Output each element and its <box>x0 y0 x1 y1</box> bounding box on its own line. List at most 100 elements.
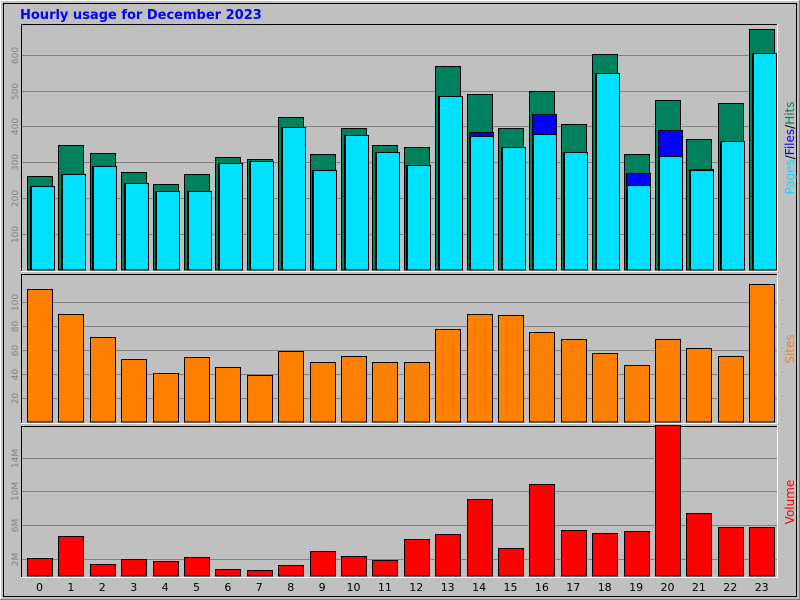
chart-panels: 100200300400500600Pages/Files/Hits204060… <box>11 24 797 578</box>
sites-bar-hour-0 <box>27 289 53 423</box>
volume-bar-hour-14 <box>467 499 493 577</box>
sites-bar-hour-3 <box>121 359 147 423</box>
side-label-sites: Sites <box>783 334 797 363</box>
volume-bar-hour-20 <box>655 425 681 577</box>
volume-bar-hour-13 <box>435 534 461 577</box>
x-tick-label: 19 <box>629 581 643 594</box>
pages-bar-hour-2 <box>93 166 117 271</box>
pages-bar-hour-22 <box>721 141 745 271</box>
y-tick-label: 10M <box>11 482 21 501</box>
side-label-pages-files-hits: Pages/Files/Hits <box>783 101 797 194</box>
y-tick-label: 300 <box>11 154 21 171</box>
panel-area <box>21 426 778 578</box>
volume-bar-hour-17 <box>561 530 587 577</box>
sites-bar-hour-22 <box>718 356 744 423</box>
side-label-part-volume: Volume <box>783 480 797 525</box>
sites-bar-hour-19 <box>624 365 650 423</box>
volume-bar-hour-12 <box>404 539 430 577</box>
sites-bar-hour-11 <box>372 362 398 423</box>
y-tick-label: 400 <box>11 118 21 135</box>
volume-bar-hour-7 <box>247 570 273 577</box>
side-label-part-sep: / <box>783 124 797 129</box>
sites-bar-hour-4 <box>153 373 179 423</box>
panel-sites: 20 40 60 80 100 Sites <box>11 274 797 424</box>
volume-bar-hour-23 <box>749 527 775 577</box>
pages-bar-hour-3 <box>125 183 149 271</box>
side-label-part-files: Files <box>783 129 797 155</box>
sites-bar-hour-18 <box>592 353 618 423</box>
sites-bar-hour-9 <box>310 362 336 423</box>
x-tick-label: 0 <box>36 581 43 594</box>
pages-bar-hour-13 <box>439 96 463 271</box>
sites-bar-hour-6 <box>215 367 241 423</box>
sites-bar-hour-12 <box>404 362 430 423</box>
x-tick-label: 23 <box>755 581 769 594</box>
x-tick-label: 20 <box>661 581 675 594</box>
panel-volume: 2M 6M 10M 14M Volume <box>11 425 797 578</box>
x-tick-label: 21 <box>692 581 706 594</box>
side-label-part-sites: Sites <box>783 334 797 363</box>
sites-bar-hour-20 <box>655 339 681 423</box>
volume-bar-hour-8 <box>278 565 304 577</box>
x-tick-label: 3 <box>130 581 137 594</box>
y-tick-label: 500 <box>11 83 21 100</box>
x-tick-label: 10 <box>347 581 361 594</box>
chart-title: Hourly usage for December 2023 <box>20 8 262 23</box>
x-tick-label: 6 <box>224 581 231 594</box>
pages-bar-hour-1 <box>62 174 86 271</box>
x-tick-label: 12 <box>409 581 423 594</box>
y-tick-label: 60 <box>11 345 21 357</box>
volume-bar-hour-0 <box>27 558 53 577</box>
y-tick-label: 20 <box>11 393 21 405</box>
sites-bar-hour-17 <box>561 339 587 423</box>
pages-bar-hour-23 <box>753 53 777 271</box>
x-tick-label: 2 <box>99 581 106 594</box>
x-tick-label: 18 <box>598 581 612 594</box>
pages-bar-hour-16 <box>533 134 557 271</box>
volume-bar-hour-9 <box>310 551 336 577</box>
pages-bar-hour-17 <box>564 152 588 271</box>
x-tick-label: 15 <box>504 581 518 594</box>
x-tick-label: 16 <box>535 581 549 594</box>
volume-bar-hour-2 <box>90 564 116 577</box>
sites-bar-hour-2 <box>90 337 116 423</box>
sites-bar-hour-23 <box>749 284 775 423</box>
pages-bar-hour-14 <box>470 136 494 271</box>
x-tick-label: 9 <box>319 581 326 594</box>
sites-bar-hour-8 <box>278 351 304 423</box>
pages-bar-hour-12 <box>407 165 431 271</box>
x-tick-label: 1 <box>67 581 74 594</box>
sites-bar-hour-13 <box>435 329 461 423</box>
y-tick-label: 6M <box>11 519 21 533</box>
volume-bar-hour-5 <box>184 557 210 577</box>
pages-bar-hour-19 <box>627 185 651 271</box>
volume-bar-hour-10 <box>341 556 367 577</box>
x-tick-label: 13 <box>441 581 455 594</box>
pages-bar-hour-0 <box>31 186 55 271</box>
volume-bar-hour-21 <box>686 513 712 577</box>
side-label-part-hits: Hits <box>783 101 797 124</box>
pages-bar-hour-20 <box>659 156 683 271</box>
pages-bar-hour-15 <box>502 147 526 271</box>
volume-bar-hour-1 <box>58 536 84 577</box>
side-label-part-sep: / <box>783 154 797 159</box>
pages-bar-hour-21 <box>690 170 714 271</box>
sites-bar-hour-10 <box>341 356 367 423</box>
pages-bar-hour-6 <box>219 163 243 271</box>
volume-bar-hour-16 <box>529 484 555 577</box>
volume-bar-hour-18 <box>592 533 618 577</box>
pages-bar-hour-18 <box>596 73 620 271</box>
sites-bar-hour-7 <box>247 375 273 423</box>
x-tick-label: 5 <box>193 581 200 594</box>
y-tick-label: 100 <box>11 294 21 311</box>
side-label-part-pages: Pages <box>783 159 797 194</box>
x-tick-label: 7 <box>256 581 263 594</box>
y-tick-label: 600 <box>11 47 21 64</box>
side-label-volume: Volume <box>783 480 797 525</box>
sites-bar-hour-15 <box>498 315 524 423</box>
volume-bar-hour-3 <box>121 559 147 577</box>
pages-bar-hour-10 <box>345 135 369 271</box>
volume-bar-hour-11 <box>372 560 398 577</box>
